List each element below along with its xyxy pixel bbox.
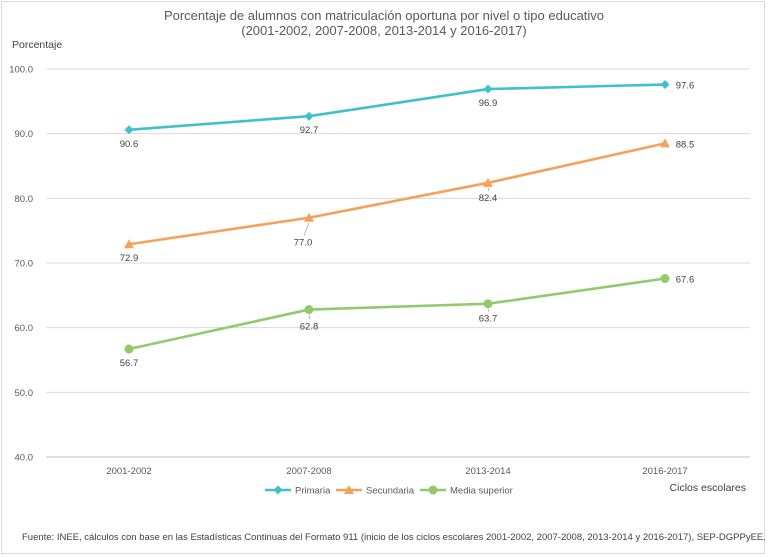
diamond-marker xyxy=(273,485,283,495)
triangle-marker xyxy=(304,212,314,222)
legend-label: Secundaria xyxy=(366,486,415,497)
data-label: 67.6 xyxy=(676,275,695,286)
triangle-marker xyxy=(344,485,354,494)
data-label: 96.9 xyxy=(479,98,498,109)
diamond-marker xyxy=(304,111,314,121)
chart-title: Porcentaje de alumnos con matriculación … xyxy=(164,8,604,23)
data-label: 56.7 xyxy=(120,358,139,369)
y-tick-label: 50.0 xyxy=(15,388,34,399)
gridlines xyxy=(46,68,750,458)
y-tick-label: 60.0 xyxy=(15,323,34,334)
label-leader-line xyxy=(487,308,490,312)
x-tick-label: 2016-2017 xyxy=(642,466,687,477)
triangle-marker xyxy=(660,138,670,148)
y-tick-label: 40.0 xyxy=(15,453,34,464)
label-leader-line xyxy=(487,187,490,191)
x-tick-label: 2001-2002 xyxy=(106,466,151,477)
data-label: 88.5 xyxy=(676,139,695,150)
circle-marker xyxy=(660,274,670,284)
label-leader-line xyxy=(308,314,311,320)
data-label: 77.0 xyxy=(294,238,313,249)
y-tick-label: 90.0 xyxy=(15,129,34,140)
y-tick-label: 80.0 xyxy=(15,194,34,205)
diamond-marker xyxy=(124,125,134,135)
x-tick-label: 2007-2008 xyxy=(286,466,331,477)
circle-marker xyxy=(304,305,314,315)
diamond-marker xyxy=(483,84,493,94)
data-label: 97.6 xyxy=(676,81,695,92)
data-label: 72.9 xyxy=(120,253,139,264)
source-note: Fuente: INEE, cálculos con base en las E… xyxy=(22,532,766,543)
circle-marker xyxy=(483,299,493,309)
circle-marker xyxy=(428,485,438,495)
series-group xyxy=(124,80,670,354)
y-tick-label: 70.0 xyxy=(15,259,34,270)
triangle-marker xyxy=(124,239,134,249)
circle-marker xyxy=(124,344,134,354)
data-label: 82.4 xyxy=(479,193,498,204)
legend-label: Primaria xyxy=(295,486,331,497)
series-line-2 xyxy=(128,277,666,351)
x-axis-title: Ciclos escolares xyxy=(670,482,746,494)
x-tick-labels: 2001-2002 2007-2008 2013-2014 2016-2017 xyxy=(106,466,687,477)
series-line-1 xyxy=(128,142,666,246)
y-tick-label: 100.0 xyxy=(9,65,33,76)
x-tick-label: 2013-2014 xyxy=(465,466,510,477)
data-label: 63.7 xyxy=(479,314,498,325)
chart-subtitle: (2001-2002, 2007-2008, 2013-2014 y 2016-… xyxy=(241,23,527,38)
diamond-marker xyxy=(660,80,670,90)
data-label: 90.6 xyxy=(120,139,139,150)
legend-label: Media superior xyxy=(450,486,513,497)
data-label: 92.7 xyxy=(300,125,319,136)
triangle-marker xyxy=(483,177,493,187)
label-leader-line xyxy=(303,222,310,236)
data-labels: 90.6 92.7 96.9 97.6 72.9 77.0 82.4 88.5 56.7 62.8… xyxy=(120,81,695,369)
legend: Primaria Secundaria Media superior xyxy=(265,485,513,497)
series-line-0 xyxy=(128,83,666,132)
y-tick-labels: 100.0 90.0 80.0 70.0 60.0 50.0 40.0 xyxy=(9,65,33,464)
y-axis-title: Porcentaje xyxy=(12,39,62,51)
data-label: 62.8 xyxy=(300,322,319,333)
